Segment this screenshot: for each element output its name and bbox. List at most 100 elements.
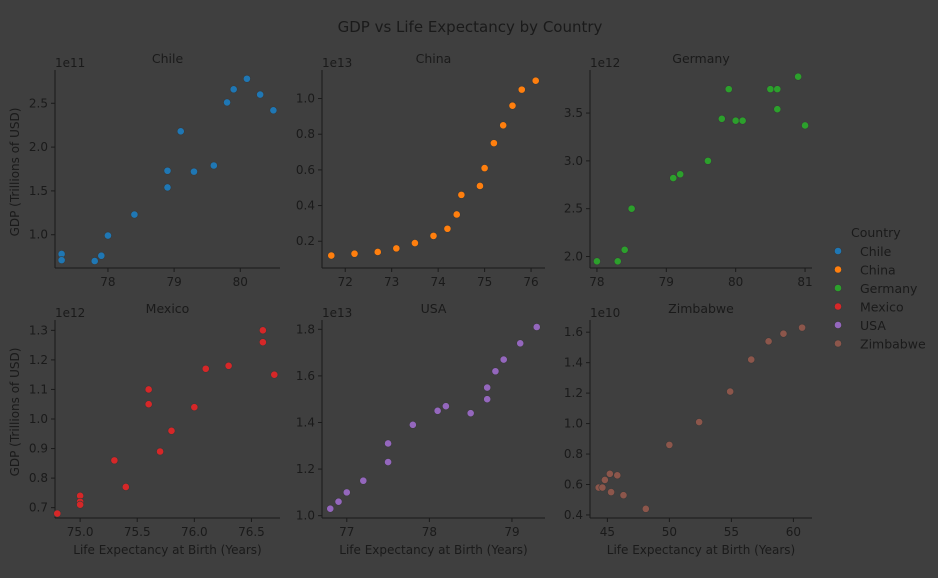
data-point-chile bbox=[176, 127, 185, 136]
x-tick-label: 73 bbox=[384, 275, 399, 289]
x-tick-label: 45 bbox=[600, 525, 615, 539]
data-point-chile bbox=[223, 98, 231, 107]
y-tick-label: 1.4 bbox=[564, 356, 583, 370]
data-point-germany bbox=[620, 245, 629, 254]
data-point-usa bbox=[483, 395, 492, 404]
y-tick-label: 0.9 bbox=[29, 442, 48, 456]
y-tick-label: 1.0 bbox=[564, 417, 583, 431]
data-point-china bbox=[508, 101, 517, 110]
x-tick-label: 74 bbox=[431, 275, 446, 289]
data-point-mexico bbox=[258, 326, 267, 335]
data-point-mexico bbox=[201, 364, 210, 373]
data-point-zimbabwe bbox=[619, 491, 628, 500]
y-tick-label: 0.8 bbox=[29, 471, 48, 485]
x-tick-label: 79 bbox=[166, 275, 181, 289]
data-point-china bbox=[327, 251, 336, 260]
y-tick-label: 1.4 bbox=[296, 415, 315, 429]
y-offset-label-zimbabwe: 1e10 bbox=[590, 306, 620, 320]
data-point-usa bbox=[334, 497, 343, 506]
y-offset-label-china: 1e13 bbox=[322, 56, 352, 70]
y-offset-label-mexico: 1e12 bbox=[55, 306, 85, 320]
data-point-zimbabwe bbox=[764, 337, 773, 346]
data-point-germany bbox=[717, 114, 726, 123]
x-tick-label: 75.5 bbox=[124, 525, 151, 539]
data-point-mexico bbox=[190, 403, 199, 412]
y-tick-label: 0.6 bbox=[296, 163, 315, 177]
legend-title: Country bbox=[851, 225, 901, 240]
data-point-china bbox=[411, 239, 419, 247]
data-point-germany bbox=[593, 257, 601, 266]
x-tick-label: 76 bbox=[523, 275, 538, 289]
data-point-chile bbox=[130, 210, 139, 219]
data-point-mexico bbox=[121, 483, 130, 491]
data-point-germany bbox=[627, 204, 636, 213]
data-point-usa bbox=[326, 504, 335, 513]
data-point-usa bbox=[532, 323, 541, 331]
y-tick-label: 0.4 bbox=[564, 508, 583, 522]
data-point-germany bbox=[773, 105, 782, 114]
data-point-china bbox=[452, 210, 461, 219]
x-tick-label: 75 bbox=[477, 275, 492, 289]
y-offset-label-usa: 1e13 bbox=[322, 306, 352, 320]
panel-mexico: Mexico 1e12 75.0 75.5 76.0 76.5 0.7 0.8 0.9 1.0 1.… bbox=[29, 301, 280, 557]
data-point-zimbabwe bbox=[798, 323, 806, 332]
x-tick-label: 77 bbox=[339, 525, 354, 539]
legend: Country Chile China Germany Mexico USA Zimbab… bbox=[834, 225, 926, 352]
data-point-mexico bbox=[76, 500, 85, 509]
data-point-chile bbox=[163, 183, 172, 192]
data-point-zimbabwe bbox=[598, 483, 607, 492]
panel-title-zimbabwe: Zimbabwe bbox=[668, 301, 734, 316]
data-point-germany bbox=[731, 116, 740, 125]
legend-marker-zimbabwe bbox=[834, 339, 842, 348]
x-tick-label: 79 bbox=[504, 525, 519, 539]
data-point-mexico bbox=[144, 400, 153, 409]
legend-label-mexico: Mexico bbox=[860, 300, 904, 315]
data-point-germany bbox=[801, 121, 809, 130]
data-point-chile bbox=[190, 167, 198, 176]
data-point-china bbox=[457, 190, 466, 199]
x-tick-label: 79 bbox=[659, 275, 674, 289]
x-tick-label: 55 bbox=[724, 525, 739, 539]
panel-germany: Germany 1e12 78 79 80 81 2.0 2.5 3.0 3.5 bbox=[564, 51, 813, 289]
panel-title-usa: USA bbox=[421, 301, 447, 316]
x-tick-label: 81 bbox=[797, 275, 812, 289]
data-point-usa bbox=[441, 402, 450, 411]
y-tick-label: 1.0 bbox=[29, 228, 48, 242]
y-tick-label: 3.0 bbox=[564, 154, 583, 168]
data-point-germany bbox=[794, 72, 803, 81]
data-point-usa bbox=[384, 458, 392, 466]
data-point-usa bbox=[516, 339, 525, 348]
data-point-chile bbox=[97, 251, 106, 260]
data-point-china bbox=[499, 121, 508, 130]
legend-label-usa: USA bbox=[860, 318, 886, 333]
legend-marker-china bbox=[834, 265, 842, 274]
data-point-chile bbox=[57, 256, 66, 265]
data-point-chile bbox=[163, 166, 172, 175]
data-point-usa bbox=[433, 406, 442, 415]
x-tick-label: 50 bbox=[662, 525, 677, 539]
y-tick-label: 2.0 bbox=[564, 250, 583, 264]
data-point-zimbabwe bbox=[779, 329, 788, 338]
panel-title-mexico: Mexico bbox=[146, 301, 190, 316]
y-tick-label: 3.5 bbox=[564, 106, 583, 120]
x-tick-label: 80 bbox=[728, 275, 743, 289]
panel-zimbabwe: Zimbabwe 1e10 45 50 55 60 0.4 0.6 0.8 1.0 1.2 1.4 1.… bbox=[564, 301, 812, 557]
x-tick-label: 78 bbox=[100, 275, 115, 289]
x-tick-label: 72 bbox=[338, 275, 353, 289]
data-point-usa bbox=[359, 476, 368, 485]
data-point-usa bbox=[491, 367, 500, 376]
legend-marker-chile bbox=[834, 247, 842, 255]
y-tick-label: 0.2 bbox=[296, 234, 315, 248]
data-point-zimbabwe bbox=[665, 440, 674, 449]
y-offset-label-germany: 1e12 bbox=[590, 56, 620, 70]
legend-marker-mexico bbox=[834, 302, 842, 311]
data-point-mexico bbox=[110, 456, 119, 465]
data-point-mexico bbox=[167, 426, 176, 435]
data-point-zimbabwe bbox=[695, 418, 704, 426]
x-tick-label: 78 bbox=[422, 525, 437, 539]
data-point-zimbabwe bbox=[641, 504, 650, 513]
x-tick-label: 80 bbox=[233, 275, 248, 289]
y-tick-label: 2.0 bbox=[29, 140, 48, 154]
data-point-zimbabwe bbox=[726, 387, 735, 396]
